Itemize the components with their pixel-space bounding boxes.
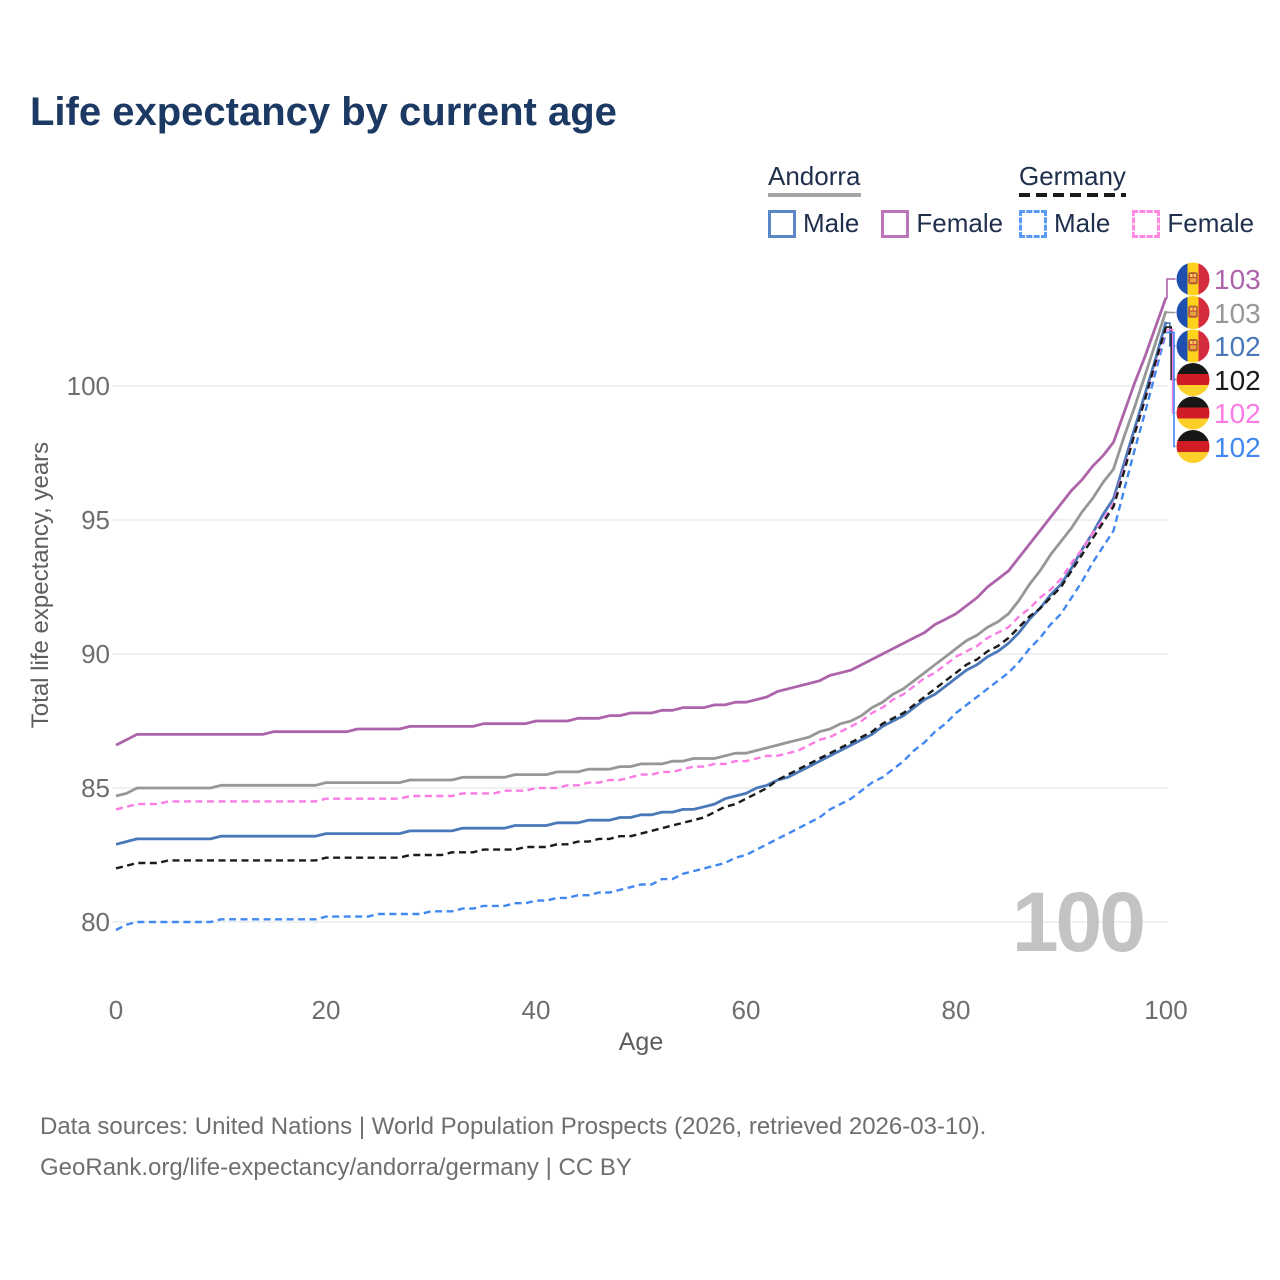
end-label-ad-female: 103 (1214, 264, 1261, 295)
end-label-de-female: 102 (1214, 398, 1261, 429)
legend-item-andorra-male[interactable]: Male (768, 208, 859, 239)
legend-swatch (1132, 209, 1161, 238)
legend-group-andorra: Andorra Male Female (768, 163, 1025, 239)
footer: Data sources: United Nations | World Pop… (40, 1106, 986, 1188)
legend-item-label: Male (803, 208, 860, 238)
legend-country-andorra: Andorra (768, 161, 861, 191)
end-label-ad-male: 102 (1214, 331, 1261, 362)
legend-swatch (881, 209, 910, 238)
legend-item-label: Female (916, 208, 1004, 238)
legend-item-label: Female (1167, 208, 1255, 238)
end-label-ad-total: 103 (1214, 297, 1261, 329)
legend-country-germany: Germany (1019, 161, 1126, 191)
end-label-de-total: 102 (1214, 364, 1261, 396)
legend-country-linestyle-solid (768, 193, 861, 197)
footer-source-line: Data sources: United Nations | World Pop… (40, 1113, 987, 1140)
legend-item-germany-female[interactable]: Female (1132, 208, 1254, 239)
footer-url-line: GeoRank.org/life-expectancy/andorra/germ… (40, 1154, 632, 1181)
age-counter-watermark: 100 (1011, 875, 1146, 969)
legend-swatch (768, 209, 796, 238)
legend-item-label: Male (1054, 208, 1111, 238)
legend-item-andorra-female[interactable]: Female (881, 208, 1003, 239)
page-title: Life expectancy by current age (30, 90, 617, 134)
legend-swatch (1019, 209, 1047, 238)
legend-group-germany: Germany Male Female (1019, 163, 1276, 239)
legend-item-germany-male[interactable]: Male (1019, 208, 1110, 239)
legend: Andorra Male Female Germany Male Female (0, 0, 1280, 250)
end-label-de-male: 102 (1214, 431, 1261, 463)
legend-country-linestyle-dashed (1019, 193, 1126, 197)
